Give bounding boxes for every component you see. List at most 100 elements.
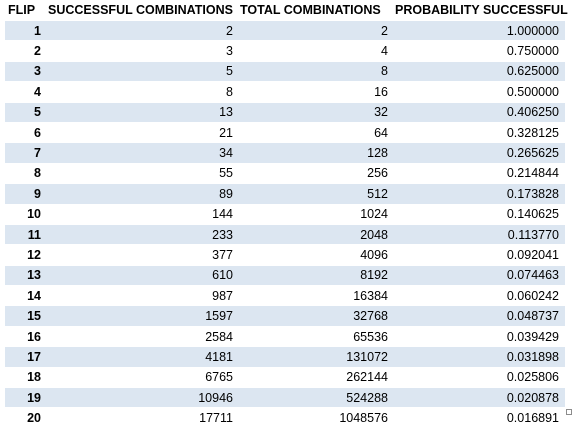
cell-probability-successful[interactable]: 1.000000	[392, 19, 565, 42]
cell-flip[interactable]: 1	[5, 19, 45, 42]
cell-flip[interactable]: 9	[5, 183, 45, 205]
table-row: 18 6765 262144 0.025806	[5, 366, 565, 389]
cell-successful-combinations[interactable]: 144	[45, 203, 237, 225]
cell-successful-combinations[interactable]: 2584	[45, 325, 237, 348]
cell-flip[interactable]: 6	[5, 121, 45, 144]
table-row: 9 89 512 0.173828	[5, 183, 565, 205]
cell-probability-successful[interactable]: 0.039429	[392, 325, 565, 348]
cell-probability-successful[interactable]: 0.048737	[392, 305, 565, 327]
cell-successful-combinations[interactable]: 987	[45, 285, 237, 307]
table-row: 3 5 8 0.625000	[5, 60, 565, 83]
cell-probability-successful[interactable]: 0.140625	[392, 203, 565, 225]
cell-total-combinations[interactable]: 131072	[237, 346, 392, 368]
cell-probability-successful[interactable]: 0.025806	[392, 366, 565, 389]
cell-total-combinations[interactable]: 262144	[237, 366, 392, 389]
table-row: 20 17711 1048576 0.016891	[5, 407, 565, 429]
cell-flip[interactable]: 8	[5, 162, 45, 185]
cell-total-combinations[interactable]: 32	[237, 101, 392, 123]
cell-probability-successful[interactable]: 0.328125	[392, 121, 565, 144]
cell-probability-successful[interactable]: 0.625000	[392, 60, 565, 83]
cell-successful-combinations[interactable]: 1597	[45, 305, 237, 327]
cell-total-combinations[interactable]: 1048576	[237, 407, 392, 429]
cell-total-combinations[interactable]: 4096	[237, 244, 392, 266]
cell-successful-combinations[interactable]: 377	[45, 244, 237, 266]
cell-total-combinations[interactable]: 2048	[237, 223, 392, 246]
cell-total-combinations[interactable]: 2	[237, 19, 392, 42]
cell-probability-successful[interactable]: 0.016891	[392, 407, 565, 429]
cell-probability-successful[interactable]: 0.074463	[392, 264, 565, 287]
cell-successful-combinations[interactable]: 55	[45, 162, 237, 185]
cell-probability-successful[interactable]: 0.092041	[392, 244, 565, 266]
header-row: FLIP SUCCESSFUL COMBINATIONS TOTAL COMBI…	[5, 0, 568, 21]
cell-probability-successful[interactable]: 0.173828	[392, 183, 565, 205]
cell-flip[interactable]: 11	[5, 223, 45, 246]
cell-total-combinations[interactable]: 512	[237, 183, 392, 205]
spreadsheet-area: FLIP SUCCESSFUL COMBINATIONS TOTAL COMBI…	[5, 0, 572, 429]
cell-total-combinations[interactable]: 8192	[237, 264, 392, 287]
cell-successful-combinations[interactable]: 13	[45, 101, 237, 123]
cell-probability-successful[interactable]: 0.214844	[392, 162, 565, 185]
cell-successful-combinations[interactable]: 34	[45, 142, 237, 164]
cell-probability-successful[interactable]: 0.060242	[392, 285, 565, 307]
cell-flip[interactable]: 14	[5, 285, 45, 307]
header-flip[interactable]: FLIP	[5, 0, 45, 21]
cell-total-combinations[interactable]: 32768	[237, 305, 392, 327]
cell-total-combinations[interactable]: 524288	[237, 387, 392, 409]
cell-flip[interactable]: 16	[5, 325, 45, 348]
resize-handle-icon[interactable]	[566, 409, 572, 415]
cell-probability-successful[interactable]: 0.500000	[392, 81, 565, 103]
cell-probability-successful[interactable]: 0.265625	[392, 142, 565, 164]
cell-flip[interactable]: 10	[5, 203, 45, 225]
table-row: 19 10946 524288 0.020878	[5, 387, 565, 409]
cell-flip[interactable]: 19	[5, 387, 45, 409]
cell-successful-combinations[interactable]: 89	[45, 183, 237, 205]
table-row: 15 1597 32768 0.048737	[5, 305, 565, 327]
cell-total-combinations[interactable]: 128	[237, 142, 392, 164]
header-probability-successful[interactable]: PROBABILITY SUCCESSFUL	[392, 0, 568, 21]
table-row: 5 13 32 0.406250	[5, 101, 565, 123]
cell-successful-combinations[interactable]: 3	[45, 40, 237, 62]
table-body: 1 2 2 1.000000 2 3 4 0.750000 3 5 8 0.625000 4 8 16 0.5…	[5, 19, 565, 429]
cell-successful-combinations[interactable]: 21	[45, 121, 237, 144]
cell-successful-combinations[interactable]: 8	[45, 81, 237, 103]
cell-flip[interactable]: 4	[5, 81, 45, 103]
cell-flip[interactable]: 5	[5, 101, 45, 123]
table-row: 11 233 2048 0.113770	[5, 223, 565, 246]
header-successful-combinations[interactable]: SUCCESSFUL COMBINATIONS	[45, 0, 237, 21]
cell-total-combinations[interactable]: 16384	[237, 285, 392, 307]
cell-flip[interactable]: 20	[5, 407, 45, 429]
cell-successful-combinations[interactable]: 10946	[45, 387, 237, 409]
cell-successful-combinations[interactable]: 2	[45, 19, 237, 42]
cell-successful-combinations[interactable]: 5	[45, 60, 237, 83]
table-row: 4 8 16 0.500000	[5, 81, 565, 103]
cell-successful-combinations[interactable]: 17711	[45, 407, 237, 429]
table-row: 6 21 64 0.328125	[5, 121, 565, 144]
cell-successful-combinations[interactable]: 233	[45, 223, 237, 246]
cell-total-combinations[interactable]: 256	[237, 162, 392, 185]
cell-probability-successful[interactable]: 0.406250	[392, 101, 565, 123]
cell-flip[interactable]: 15	[5, 305, 45, 327]
table-row: 16 2584 65536 0.039429	[5, 325, 565, 348]
cell-probability-successful[interactable]: 0.031898	[392, 346, 565, 368]
header-total-combinations[interactable]: TOTAL COMBINATIONS	[237, 0, 392, 21]
cell-total-combinations[interactable]: 8	[237, 60, 392, 83]
cell-flip[interactable]: 13	[5, 264, 45, 287]
cell-total-combinations[interactable]: 1024	[237, 203, 392, 225]
table-row: 10 144 1024 0.140625	[5, 203, 565, 225]
cell-flip[interactable]: 17	[5, 346, 45, 368]
cell-probability-successful[interactable]: 0.750000	[392, 40, 565, 62]
cell-successful-combinations[interactable]: 4181	[45, 346, 237, 368]
cell-flip[interactable]: 12	[5, 244, 45, 266]
cell-flip[interactable]: 3	[5, 60, 45, 83]
cell-probability-successful[interactable]: 0.113770	[392, 223, 565, 246]
cell-total-combinations[interactable]: 65536	[237, 325, 392, 348]
cell-total-combinations[interactable]: 4	[237, 40, 392, 62]
cell-successful-combinations[interactable]: 610	[45, 264, 237, 287]
cell-successful-combinations[interactable]: 6765	[45, 366, 237, 389]
cell-flip[interactable]: 2	[5, 40, 45, 62]
cell-total-combinations[interactable]: 64	[237, 121, 392, 144]
cell-flip[interactable]: 18	[5, 366, 45, 389]
cell-probability-successful[interactable]: 0.020878	[392, 387, 565, 409]
cell-total-combinations[interactable]: 16	[237, 81, 392, 103]
cell-flip[interactable]: 7	[5, 142, 45, 164]
